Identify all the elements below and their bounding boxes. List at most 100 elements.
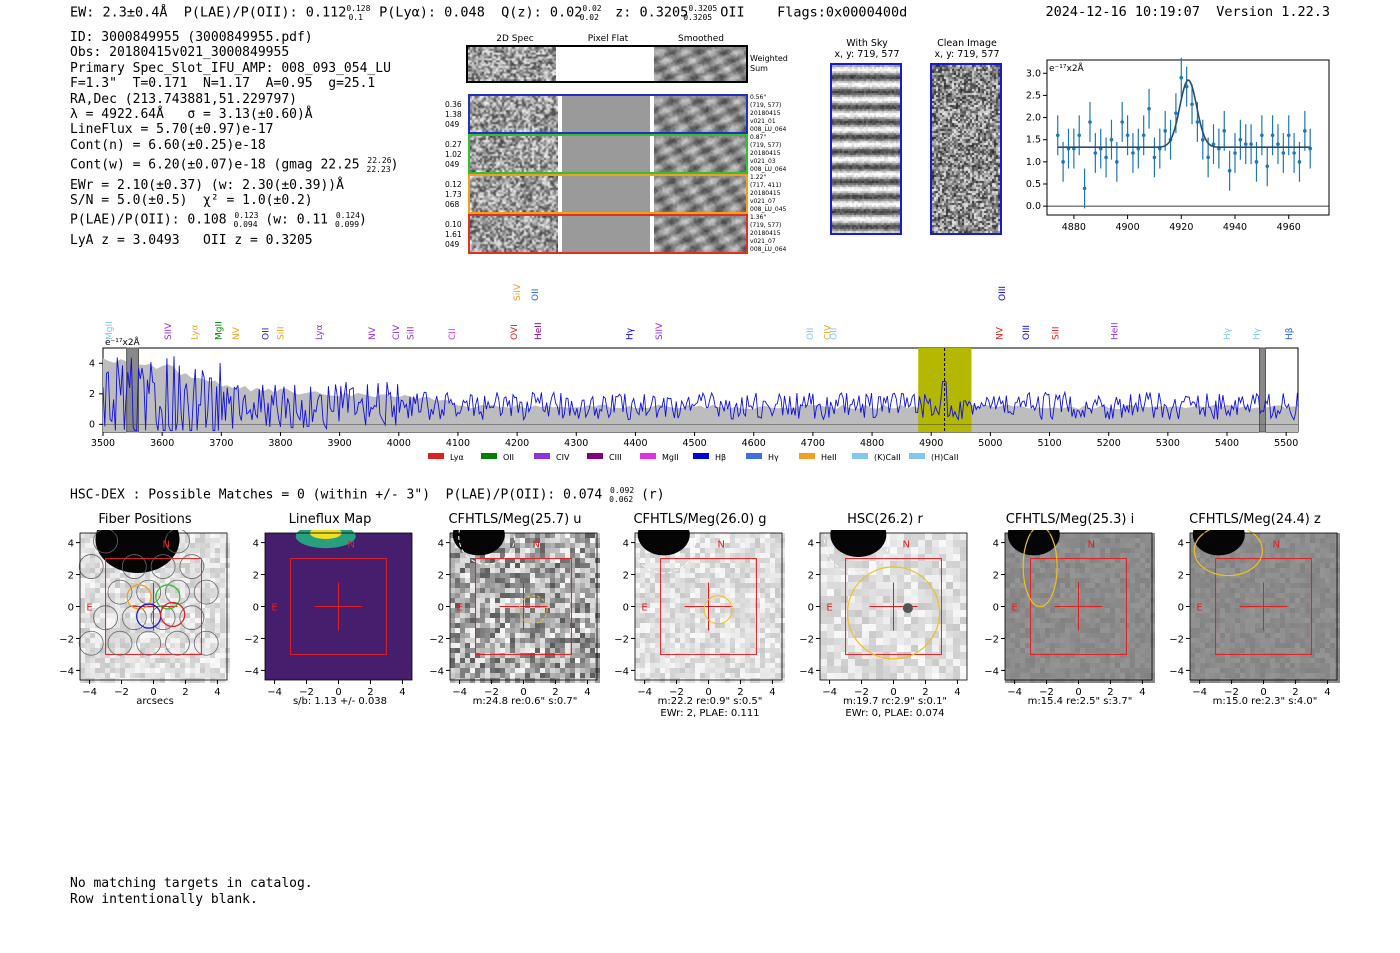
line-id-label: SiII: [407, 326, 417, 340]
data-point: [1195, 120, 1200, 124]
bright-source: [1007, 530, 1060, 556]
spec2d-col-label: Pixel Flat: [587, 34, 629, 44]
data-point: [1131, 151, 1135, 155]
info-plae: P(LAE)/P(OII): 0.108 0.1230.094 (w: 0.11…: [70, 211, 367, 230]
line-id-label: Hβ: [1285, 327, 1295, 340]
x-tick-label: −4: [1192, 687, 1207, 698]
footer-line2: Row intentionally blank.: [70, 891, 258, 907]
header-timestamp: 2024-12-16 10:19:07 Version 1.22.3: [1045, 4, 1330, 20]
data-point: [1179, 75, 1184, 80]
x-tick-label: −2: [854, 687, 869, 698]
x-tick-label: −2: [1224, 687, 1239, 698]
y-tick-label: 2: [89, 389, 95, 400]
data-point: [1243, 142, 1248, 146]
legend-label: HeII: [821, 453, 837, 462]
info-lyaz: LyA z = 3.0493 OII z = 0.3205: [70, 232, 313, 248]
legend-label: Hγ: [768, 453, 779, 462]
legend-swatch: [693, 453, 709, 459]
north-label: N: [348, 539, 355, 550]
data-point: [1249, 142, 1253, 146]
fiber-circle: [193, 630, 219, 656]
x-tick-label: 0: [335, 687, 341, 698]
line-id-label: MgII: [214, 321, 224, 340]
bright-source: [452, 530, 505, 556]
fiber-circle: [179, 605, 205, 631]
fiber-circle: [93, 605, 118, 631]
fiber-circle-highlight: [160, 601, 186, 628]
y-tick-label: 0: [808, 603, 814, 614]
y-tick-label: −4: [615, 666, 629, 677]
data-point: [1082, 186, 1087, 191]
y-tick-label: 2.5: [1026, 90, 1041, 101]
stamp-caption: m:22.2 re:0.9" s:0.5" EWr: 2, PLAE: 0.111: [657, 696, 763, 719]
x-tick-label: 2: [737, 687, 743, 698]
info-ewr: EWr = 2.10(±0.37) (w: 2.30(±0.39))Å: [70, 177, 344, 193]
y-tick-label: −2: [985, 634, 999, 645]
east-label: E: [1196, 603, 1202, 614]
x-tick-label: 4880: [1062, 222, 1086, 233]
fiber-circle: [107, 630, 133, 656]
info-primary: Primary Spec_Slot_IFU_AMP: 008_093_054_L…: [70, 60, 391, 76]
aperture-box: [475, 558, 572, 655]
spec2d-row-stats: 0.36 1.38 049: [445, 100, 462, 129]
legend-swatch: [909, 453, 925, 459]
line-id-label: Lyα: [315, 324, 325, 340]
stamp-caption: arcsecs: [136, 696, 174, 707]
y-tick-label: 0: [993, 603, 999, 614]
stamp-panel: CFHTLS/Meg(24.4) z N E −4 −2 0 2 4 4 2 0 −2 −4 m:15.0…: [1170, 512, 1350, 727]
fiber-circle: [121, 605, 147, 631]
footer-line1: No matching targets in catalog.: [70, 876, 313, 891]
x-tick-label: 0: [520, 687, 526, 698]
x-tick-label: −4: [1007, 687, 1022, 698]
y-tick-label: 0: [623, 603, 629, 614]
info-radec: RA,Dec (213.743881,51.229797): [70, 91, 297, 107]
spec2d-row-meta: 0.56" (719, 577) 20180415 v021_01 008_LU_064: [750, 94, 787, 133]
x-tick-label: 3500: [91, 438, 115, 449]
spec2d-col-label: Smoothed: [678, 34, 724, 44]
fiber-circle: [150, 554, 176, 579]
y-tick-label: 0: [253, 603, 259, 614]
stamp-panel: HSC(26.2) r N E −4 −2 0 2 4 4 2 0 −2 −4 m:19.7 rc:2.9…: [800, 512, 980, 727]
line-id-label: OIII: [1022, 325, 1032, 340]
data-point: [1200, 137, 1205, 142]
x-tick-label: 5100: [1037, 438, 1061, 449]
x-tick-label: −2: [669, 687, 684, 698]
x-tick-label: −4: [82, 687, 97, 698]
hsc-dex-summary: HSC-DEX : Possible Matches = 0 (within +…: [70, 486, 665, 504]
y-tick-label: 2: [808, 571, 814, 582]
bright-source-outline: [631, 530, 697, 574]
spec2d-row-meta: 0.87" (719, 577) 20180415 v021_03 008_LU_064: [750, 134, 787, 173]
masked-band: [1259, 347, 1266, 433]
x-tick-label: 2: [182, 687, 188, 698]
y-tick-label: 0.0: [1026, 201, 1041, 212]
aperture-box: [1030, 558, 1127, 655]
stamp-title: CFHTLS/Meg(25.3) i: [1005, 512, 1135, 527]
data-point: [1292, 151, 1296, 155]
y-tick-label: 0.5: [1026, 179, 1041, 190]
north-label: N: [163, 539, 170, 550]
legend-label: OII: [503, 453, 514, 462]
line-id-label: CIV: [824, 324, 834, 340]
spec2d-row-meta: 1.36" (719, 577) 20180415 v021_07 008_LU_064: [750, 214, 787, 253]
y-tick-label: 4: [623, 539, 629, 550]
y-tick-label: −2: [800, 634, 814, 645]
data-point: [1303, 129, 1307, 133]
line-id-label: HeII: [534, 322, 544, 340]
data-point: [1152, 155, 1157, 160]
legend-label: CIII: [609, 453, 622, 462]
x-tick-label: 0: [705, 687, 711, 698]
line-fit-chart: e⁻¹⁷x2Å 4880 4900 4920 4940 4960 0.0 0.5 1.0 1.5 2…: [1026, 57, 1330, 233]
spec2d-row: [468, 214, 748, 254]
data-point: [1093, 151, 1098, 155]
data-point: [1115, 160, 1119, 164]
x-tick-label: 4500: [682, 438, 706, 449]
y-tick-label: 4: [1178, 539, 1184, 550]
data-point: [1233, 151, 1237, 155]
data-point: [1109, 137, 1114, 142]
x-tick-label: 4700: [801, 438, 825, 449]
x-tick-label: 4400: [623, 438, 647, 449]
y-tick-label: 4: [253, 539, 259, 550]
x-tick-label: 4900: [919, 438, 943, 449]
y-tick-label: −4: [1170, 666, 1184, 677]
stamp-image: N E −4 −2 0 2 4 4 2 0 −2 −4: [430, 530, 600, 698]
